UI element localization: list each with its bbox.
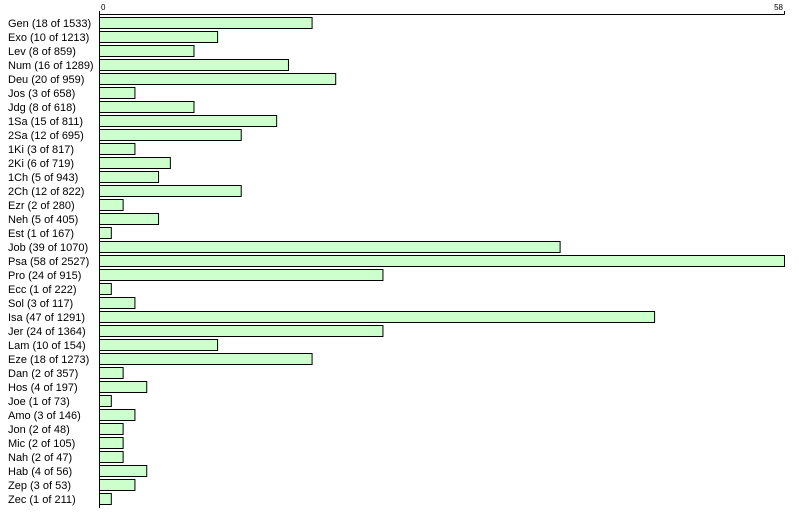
bar-isa <box>99 311 656 323</box>
category-label-jer: Jer (24 of 1364) <box>8 326 86 338</box>
bar-2ch <box>99 185 242 197</box>
bar-sol <box>99 297 136 309</box>
category-label-mic: Mic (2 of 105) <box>8 438 75 450</box>
category-label-1ch: 1Ch (5 of 943) <box>8 172 78 184</box>
category-label-isa: Isa (47 of 1291) <box>8 312 85 324</box>
bar-2ki <box>99 157 171 169</box>
bar-jer <box>99 325 384 337</box>
category-label-job: Job (39 of 1070) <box>8 242 88 254</box>
bar-hos <box>99 381 148 393</box>
bar-amo <box>99 409 136 421</box>
category-label-joe: Joe (1 of 73) <box>8 396 70 408</box>
bar-neh <box>99 213 160 225</box>
category-label-lev: Lev (8 of 859) <box>8 46 76 58</box>
category-label-jdg: Jdg (8 of 618) <box>8 102 76 114</box>
bar-gen <box>99 17 313 29</box>
bar-ecc <box>99 283 112 295</box>
category-label-1ki: 1Ki (3 of 817) <box>8 144 74 156</box>
bar-pro <box>99 269 384 281</box>
bar-psa <box>99 255 785 267</box>
category-label-eze: Eze (18 of 1273) <box>8 354 89 366</box>
bar-joe <box>99 395 112 407</box>
bar-deu <box>99 73 337 85</box>
category-label-gen: Gen (18 of 1533) <box>8 18 91 30</box>
category-label-lam: Lam (10 of 154) <box>8 340 86 352</box>
category-label-zec: Zec (1 of 211) <box>8 494 76 506</box>
category-label-pro: Pro (24 of 915) <box>8 270 81 282</box>
category-label-neh: Neh (5 of 405) <box>8 214 78 226</box>
bar-zep <box>99 479 136 491</box>
bar-1sa <box>99 115 278 127</box>
bar-1ki <box>99 143 136 155</box>
bar-num <box>99 59 289 71</box>
category-label-psa: Psa (58 of 2527) <box>8 256 89 268</box>
category-label-exo: Exo (10 of 1213) <box>8 32 89 44</box>
bar-jon <box>99 423 124 435</box>
category-label-ecc: Ecc (1 of 222) <box>8 284 76 296</box>
bar-lev <box>99 45 195 57</box>
category-label-jon: Jon (2 of 48) <box>8 424 70 436</box>
bar-zec <box>99 493 112 505</box>
tick-label-min: 0 <box>101 3 106 12</box>
category-label-2ch: 2Ch (12 of 822) <box>8 186 84 198</box>
bar-ezr <box>99 199 124 211</box>
bar-2sa <box>99 129 242 141</box>
category-label-zep: Zep (3 of 53) <box>8 480 71 492</box>
bar-jos <box>99 87 136 99</box>
category-label-num: Num (16 of 1289) <box>8 60 94 72</box>
bar-dan <box>99 367 124 379</box>
category-label-amo: Amo (3 of 146) <box>8 410 81 422</box>
bar-est <box>99 227 112 239</box>
bars-layer <box>99 17 785 505</box>
bar-nah <box>99 451 124 463</box>
category-label-deu: Deu (20 of 959) <box>8 74 84 86</box>
category-label-2ki: 2Ki (6 of 719) <box>8 158 74 170</box>
bar-jdg <box>99 101 195 113</box>
category-label-dan: Dan (2 of 357) <box>8 368 78 380</box>
category-labels: Gen (18 of 1533) Exo (10 of 1213) Lev (8 o… <box>8 18 94 506</box>
category-label-jos: Jos (3 of 658) <box>8 88 75 100</box>
category-label-1sa: 1Sa (15 of 811) <box>8 116 83 128</box>
bar-eze <box>99 353 313 365</box>
tick-label-max: 58 <box>774 3 783 12</box>
bar-job <box>99 241 561 253</box>
bar-exo <box>99 31 219 43</box>
category-label-2sa: 2Sa (12 of 695) <box>8 130 84 142</box>
bar-mic <box>99 437 124 449</box>
bar-1ch <box>99 171 160 183</box>
category-label-hos: Hos (4 of 197) <box>8 382 78 394</box>
category-label-ezr: Ezr (2 of 280) <box>8 200 75 212</box>
category-label-sol: Sol (3 of 117) <box>8 298 73 310</box>
category-label-hab: Hab (4 of 56) <box>8 466 72 478</box>
category-label-nah: Nah (2 of 47) <box>8 452 72 464</box>
bar-lam <box>99 339 219 351</box>
category-label-est: Est (1 of 167) <box>8 228 74 240</box>
bar-hab <box>99 465 148 477</box>
